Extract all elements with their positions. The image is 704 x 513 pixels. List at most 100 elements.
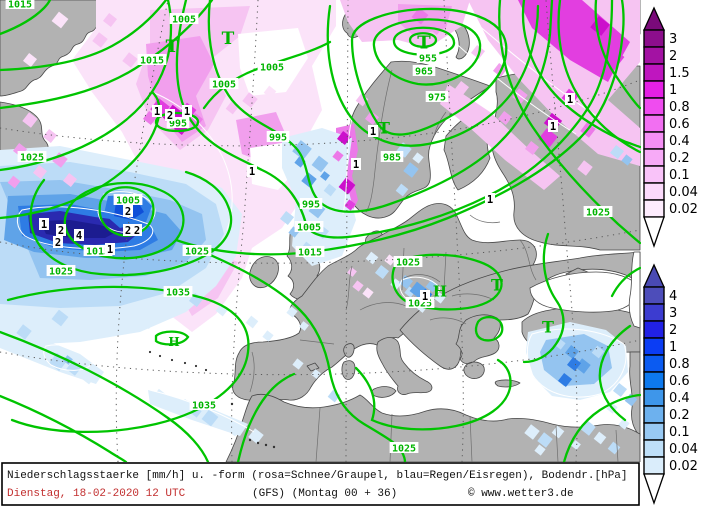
precip-value-label: 1 [368,125,378,138]
isobar [391,253,503,311]
precip-cell [51,309,69,327]
legend-step [643,63,665,82]
precip-value-text: 2 [125,225,131,237]
isobar-label-bg [166,117,190,128]
legend-step [643,405,665,424]
precip-value-text: 1 [184,106,190,118]
precip-cell [497,110,513,126]
isobar-label-text: 1015 [140,56,164,67]
precip-value-text: 1 [249,166,255,178]
isobar [175,0,614,239]
precip-cell [347,267,357,277]
isobar-label-bg [113,194,143,205]
isobar [0,394,128,462]
legend-step [643,422,665,441]
legend-step [643,199,665,218]
precip-cell [412,152,424,164]
legend-arrow-down [643,216,665,248]
precip-cell [551,425,565,439]
precip-value-text: 1 [567,94,573,106]
precip-value-label: 1 [39,218,49,231]
isobar-label-text: 1015 [86,247,110,258]
precip-value-bg [565,93,575,105]
precip-value-bg [152,105,162,117]
precip-cell [311,369,321,379]
land-ireland [249,256,279,289]
precip-cell [320,171,330,181]
isobar [154,330,190,346]
legend-step [643,337,665,356]
legend-value: 0.8 [669,100,690,115]
isobar-label-bg [405,297,435,308]
caption-copyright: © www.wetter3.de [468,488,574,500]
precip-cell [583,371,597,385]
precip-outline [43,344,94,371]
isobar-label-bg [416,52,440,63]
precip-value-bg [351,158,361,170]
precip-value-text: 1 [41,219,47,231]
precip-value-text: 4 [76,230,82,242]
isobar-label-text: 1005 [172,15,196,26]
precip-value-bg [548,120,558,132]
precip-cell [140,314,156,330]
legend-value: 0.1 [669,168,690,183]
isobar-label: 995 [299,198,323,211]
map-area: 1015 1005 1015 1005 1005 995 1025 995 955 965 975 9… [0,0,641,462]
island-dots [148,350,276,449]
isobar-label-bg [163,286,193,297]
isobar-label-bg [5,0,35,9]
isobar [207,0,554,213]
precip-value-bg [165,109,175,121]
isobar-label: 1015 [83,245,113,258]
isobar [594,0,641,110]
isobar-label-bg [169,13,199,24]
isobar-label-bg [189,399,219,410]
low-pressure-center: T [378,119,390,138]
legend-value: 0.6 [669,117,690,132]
precip-value-bg [123,224,133,236]
precip-value-text: 2 [55,237,61,249]
precip-value-label: 1 [152,105,162,118]
isobar-label: 975 [425,91,449,104]
precip-cell [365,251,379,265]
precip-cell [22,112,38,128]
legend-step [643,131,665,150]
isobar-label: 1025 [182,245,212,258]
precip-value-bg [182,105,192,117]
isobar-label: 1025 [389,442,419,455]
isobar-label-text: 1035 [166,288,190,299]
precip-value-label: 2 [123,224,133,237]
precip-cell [618,418,630,430]
isobar [408,32,438,48]
high-pressure-center: H [433,282,447,300]
legend-step [643,148,665,167]
precip-value-label: 2 [123,205,133,218]
legend-step [643,388,665,407]
precip-region [440,84,560,190]
land-italy [341,337,433,398]
isobar-label-text: 1015 [8,0,32,11]
precip-value-bg [132,224,142,236]
isobar-label-bg [294,221,324,232]
precip-cell [299,321,309,331]
legend-value: 0.2 [669,151,690,166]
precip-cell [292,140,312,160]
isobar-label-text: 985 [383,153,401,164]
precip-cell [248,428,264,444]
isobar-label: 955 [416,52,440,65]
precip-outline [151,91,233,231]
legend-step [643,29,665,48]
isobar-label-bg [209,78,239,89]
isobar-label: 1005 [169,13,199,26]
precip-value-text: 1 [353,159,359,171]
precip-cell [262,330,274,342]
isobar [474,315,504,342]
high-pressure-center: H [168,335,179,349]
precip-cell [362,287,374,299]
precip-value-bg [247,165,257,177]
precip-cell [591,345,605,359]
precip-cell [434,292,446,304]
isobar-label-bg [46,265,76,276]
